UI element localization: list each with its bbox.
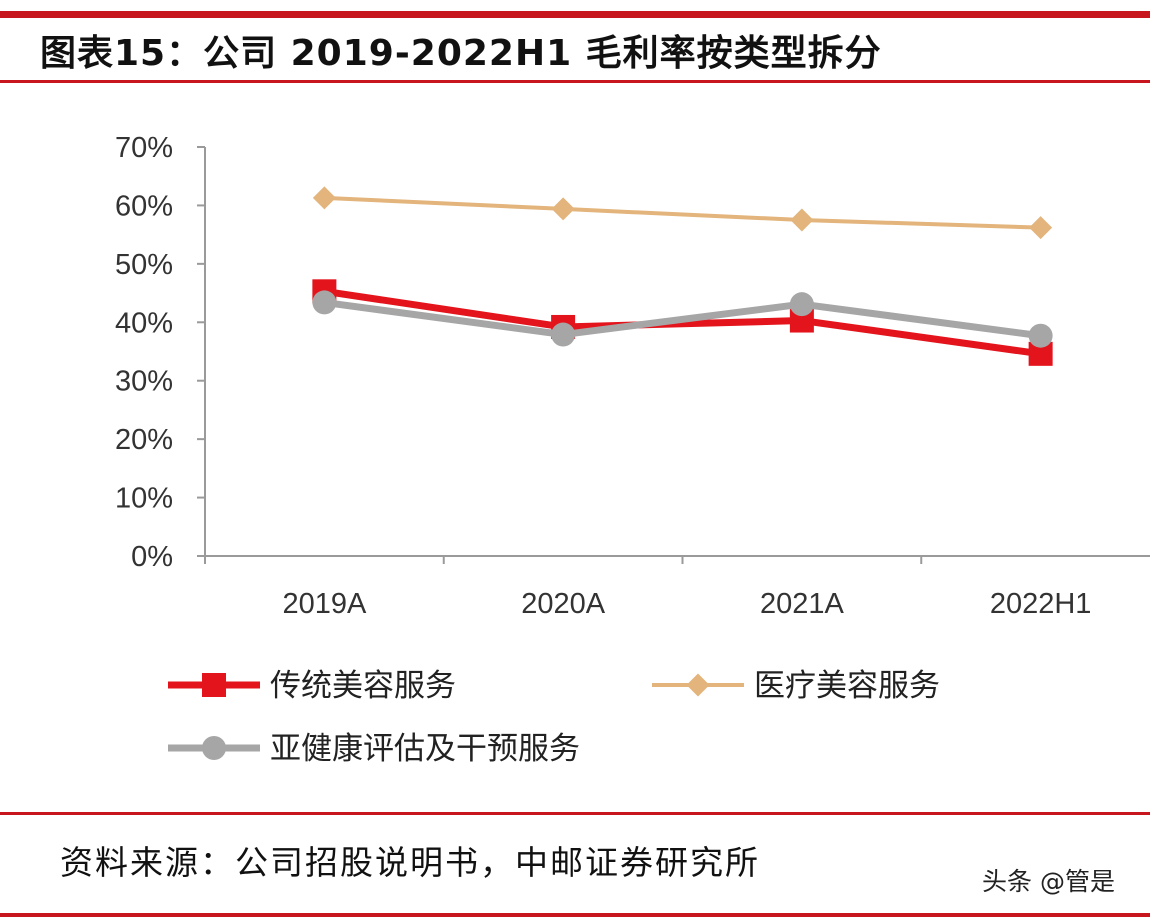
watermark: 头条 @管是 <box>982 867 1115 896</box>
legend-label-0: 传统美容服务 <box>270 668 456 704</box>
source-note: 资料来源：公司招股说明书，中邮证券研究所 <box>60 843 760 882</box>
y-tick-label: 40% <box>115 307 173 339</box>
data-point-1-0 <box>312 186 336 210</box>
chart-title: 图表15：公司 2019-2022H1 毛利率按类型拆分 <box>40 33 882 74</box>
data-point-2-3 <box>1028 323 1053 348</box>
footer-rule <box>0 812 1150 815</box>
x-tick-label: 2020A <box>521 588 606 620</box>
legend-marker-0 <box>202 673 226 697</box>
y-tick-label: 0% <box>131 541 173 573</box>
series-line-1 <box>324 195 1041 230</box>
data-point-1-3 <box>1029 216 1053 240</box>
y-tick-label: 30% <box>115 366 173 398</box>
top-rule <box>0 11 1150 18</box>
data-point-2-2 <box>789 292 814 317</box>
bottom-rule <box>0 913 1150 917</box>
x-tick-label: 2021A <box>760 588 845 620</box>
legend-label-2: 亚健康评估及干预服务 <box>270 731 580 767</box>
series-line-2 <box>323 298 1042 340</box>
y-tick-label: 10% <box>115 483 173 515</box>
x-tick-label: 2019A <box>282 588 367 620</box>
data-point-2-1 <box>551 322 576 347</box>
x-tick-label: 2022H1 <box>990 588 1092 620</box>
y-tick-label: 50% <box>115 249 173 281</box>
title-rule <box>0 80 1150 83</box>
data-point-2-0 <box>312 290 337 315</box>
legend-label-1: 医疗美容服务 <box>754 668 940 704</box>
y-tick-label: 60% <box>115 190 173 222</box>
y-tick-label: 20% <box>115 424 173 456</box>
series-line-0 <box>323 287 1042 358</box>
y-tick-label: 70% <box>115 132 173 164</box>
line-chart: 0% 10% 20% 30% 40% 50% 60% 70% 2019A 2020A 2021A 20… <box>115 132 1150 767</box>
chart-series <box>312 186 1053 366</box>
legend-marker-1 <box>686 673 710 697</box>
chart-axes: 0% 10% 20% 30% 40% 50% 60% 70% 2019A 2020A 2021A 20… <box>115 132 1150 620</box>
data-point-1-1 <box>551 197 575 221</box>
data-point-1-2 <box>790 208 814 232</box>
legend-marker-2 <box>202 736 226 760</box>
